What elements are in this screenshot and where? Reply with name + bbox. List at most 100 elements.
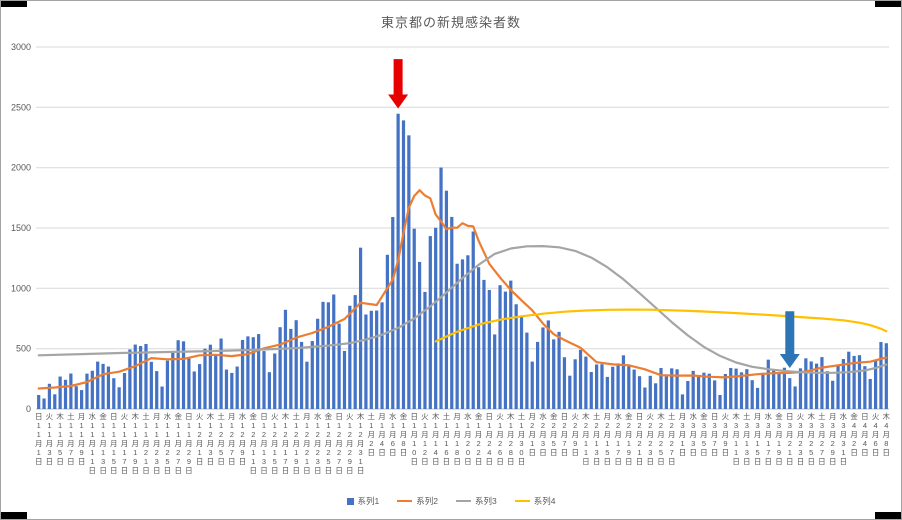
legend-item-3[interactable]: 系列3 xyxy=(456,495,497,507)
corner-mark-bottom-right xyxy=(875,512,901,519)
svg-text:500: 500 xyxy=(16,344,31,354)
red-arrow xyxy=(388,59,409,109)
legend-item-1[interactable]: 系列1 xyxy=(346,495,380,507)
line-swatch-icon xyxy=(514,499,530,503)
corner-mark-top-right xyxy=(875,1,901,7)
svg-text:0: 0 xyxy=(26,404,31,414)
x-axis-labels: 日 1 1 月 1 日火 1 1 月 3 日木 1 1 月 5 日土 1 1 月 7 日月 1 1 月 9 日水 1 1 月 1 1 日金 1 1… xyxy=(35,411,891,475)
bar-series xyxy=(37,113,888,410)
bar-swatch-icon xyxy=(346,497,354,505)
legend-label: 系列2 xyxy=(416,496,438,506)
legend-item-2[interactable]: 系列2 xyxy=(397,495,438,507)
legend-label: 系列1 xyxy=(357,496,380,506)
legend-item-4[interactable]: 系列4 xyxy=(514,495,555,507)
line-series-4 xyxy=(434,308,888,343)
svg-text:1000: 1000 xyxy=(11,283,31,293)
legend: 系列1 系列2 系列3 系列4 xyxy=(1,495,901,507)
line-series-2 xyxy=(37,189,888,390)
svg-text:3000: 3000 xyxy=(11,42,31,52)
svg-text:2500: 2500 xyxy=(11,102,31,112)
svg-text:1500: 1500 xyxy=(11,223,31,233)
line-swatch-icon xyxy=(397,499,413,503)
corner-mark-top-left xyxy=(1,1,27,7)
svg-text:2000: 2000 xyxy=(11,163,31,173)
line-series-3 xyxy=(37,245,888,374)
chart-title: 東京都の新規感染者数 xyxy=(380,15,521,30)
blue-arrow xyxy=(779,311,800,368)
corner-mark-bottom-left xyxy=(1,512,27,519)
